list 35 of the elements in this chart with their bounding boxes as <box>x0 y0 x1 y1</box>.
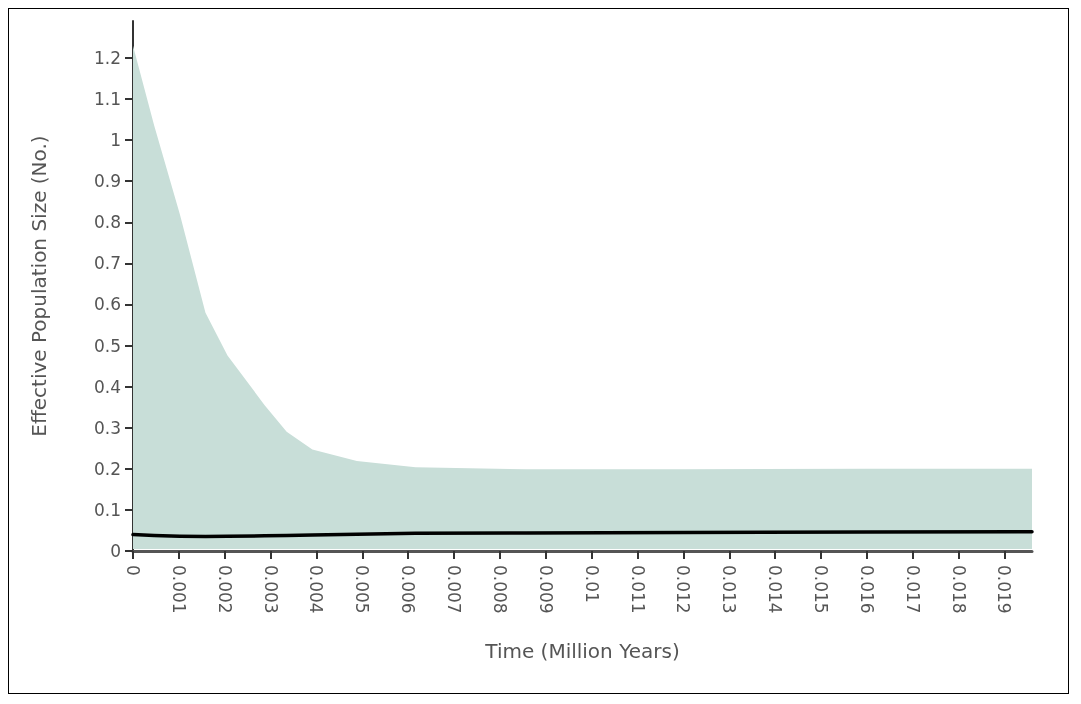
y-tick-label: 0.6 <box>93 294 121 315</box>
x-tick-label: 0.001 <box>168 565 189 614</box>
y-tick-label: 0.4 <box>93 376 121 397</box>
x-tick-label: 0.007 <box>444 565 465 614</box>
x-tick-label: 0.009 <box>535 565 556 614</box>
x-tick-label: 0.011 <box>627 565 648 614</box>
y-axis-title: Effective Population Size (No.) <box>27 135 51 437</box>
y-tick-label: 0.7 <box>93 253 121 274</box>
x-tick-label: 0.002 <box>214 565 235 614</box>
x-tick-label: 0.014 <box>765 565 786 614</box>
y-tick-label: 1.2 <box>93 47 121 68</box>
x-tick-label: 0.005 <box>352 565 373 614</box>
x-tick-label: 0.01 <box>581 565 602 603</box>
x-axis-title: Time (Million Years) <box>484 639 680 663</box>
x-tick-label: 0.013 <box>719 565 740 614</box>
x-tick-label: 0.018 <box>948 565 969 614</box>
x-tick-label: 0.019 <box>994 565 1015 614</box>
x-tick-label: 0.004 <box>306 565 327 614</box>
y-tick-label: 0 <box>110 541 121 561</box>
y-tick-label: 0.1 <box>93 499 121 520</box>
y-tick-label: 0.2 <box>93 458 121 479</box>
y-tick-label: 1 <box>110 130 121 151</box>
y-tick-label: 0.9 <box>93 171 121 192</box>
y-tick-label: 0.3 <box>93 417 121 438</box>
x-tick-label: 0.006 <box>398 565 419 614</box>
y-tick-label: 1.1 <box>93 89 121 110</box>
x-tick-label: 0.012 <box>673 565 694 614</box>
y-tick-label: 0.5 <box>93 335 121 356</box>
x-tick-label: 0.016 <box>856 565 877 614</box>
x-tick-label: 0.017 <box>902 565 923 614</box>
y-tick-label: 0.8 <box>93 212 121 233</box>
x-tick-label: 0.015 <box>811 565 832 614</box>
x-tick-label: 0.003 <box>260 565 281 614</box>
x-tick-label: 0 <box>123 565 143 576</box>
x-tick-label: 0.008 <box>489 565 510 614</box>
